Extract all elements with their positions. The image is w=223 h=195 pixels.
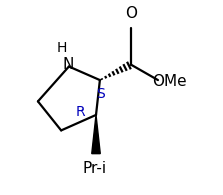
- Text: OMe: OMe: [152, 74, 187, 89]
- Text: H: H: [57, 41, 67, 55]
- Text: Pr-i: Pr-i: [83, 161, 107, 176]
- Text: N: N: [62, 57, 74, 72]
- Text: S: S: [97, 87, 105, 101]
- Polygon shape: [92, 115, 100, 154]
- Text: O: O: [125, 6, 137, 21]
- Text: R: R: [76, 105, 85, 119]
